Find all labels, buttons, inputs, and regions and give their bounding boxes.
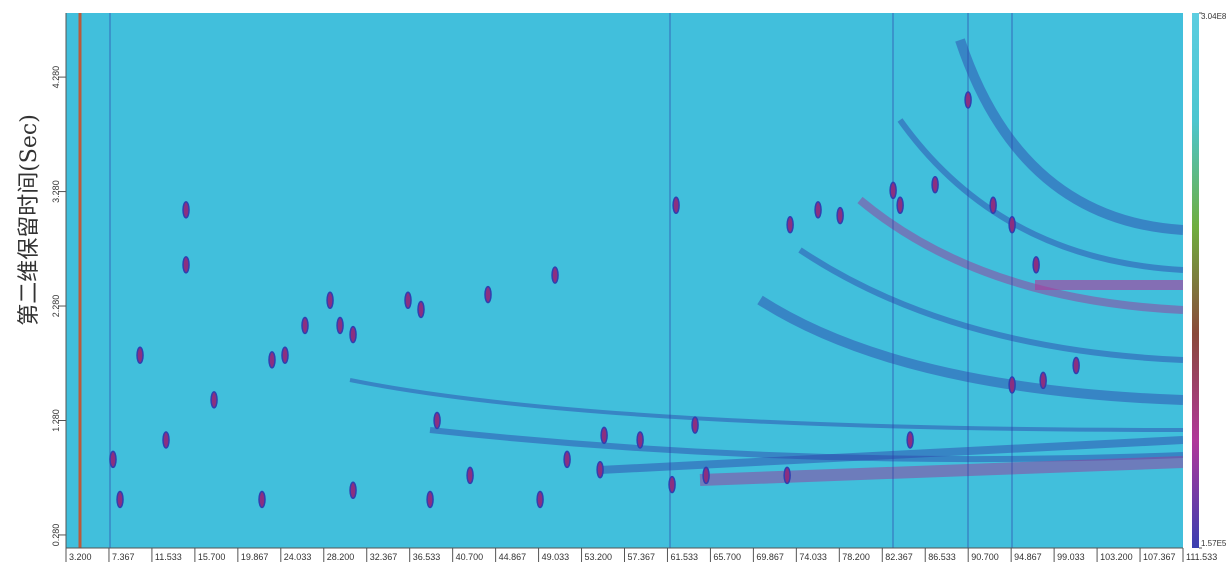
colorbar-label: 3.04E8 [1201,12,1227,21]
peak [466,466,474,485]
peak [336,316,344,335]
peak [182,201,190,219]
peak [1039,371,1047,390]
peak [109,450,117,469]
plot-background [66,13,1183,548]
x-tick-label: 32.367 [370,552,398,562]
peak [349,481,357,500]
colorbar [1192,13,1199,548]
peak [268,351,276,369]
peak [484,285,492,304]
peak [116,490,124,509]
x-tick-label: 49.033 [542,552,570,562]
x-tick-label: 40.700 [456,552,484,562]
x-tick-label: 28.200 [327,552,355,562]
peak [1032,256,1040,274]
x-tick-label: 65.700 [713,552,741,562]
peak [596,460,604,479]
peak [258,490,266,509]
colorbar-label: 1.57E5 [1201,539,1227,548]
x-tick-label: 69.867 [756,552,784,562]
peak [906,431,914,449]
x-tick-label: 82.367 [885,552,913,562]
x-tick-label: 3.200 [69,552,92,562]
peak [989,196,997,215]
x-tick-label: 57.367 [628,552,656,562]
peak [301,316,309,335]
peak [136,346,144,364]
x-tick-label: 15.700 [198,552,226,562]
y-tick-label: 3.280 [51,180,61,203]
peak [426,490,434,509]
peak [889,181,897,200]
peak [702,466,710,485]
x-tick-label: 111.533 [1186,552,1217,562]
bands [78,13,1183,548]
x-tick-label: 44.867 [499,552,527,562]
peak [672,196,680,215]
x-tick-label: 53.200 [585,552,613,562]
peak [896,196,904,215]
peak [182,256,190,274]
peak [417,300,425,319]
x-tick-label: 7.367 [112,552,135,562]
peak [931,175,939,194]
peaks [109,91,1080,509]
peak [783,466,791,485]
x-tick-label: 103.200 [1100,552,1133,562]
peak [326,291,334,310]
x-tick-label: 61.533 [670,552,698,562]
peak [691,416,699,434]
peak [281,346,289,364]
x-tick-label: 90.700 [971,552,999,562]
y-tick-label: 4.280 [51,66,61,89]
peak [1008,376,1016,394]
x-tick-label: 11.533 [155,552,182,562]
peak [600,426,608,445]
x-tick-label: 99.033 [1057,552,1085,562]
peak [814,201,822,219]
y-tick-label: 1.280 [51,409,61,432]
peak [551,266,559,284]
x-tick-label: 107.367 [1143,552,1176,562]
y-axis-label: 第二维保留时间(Sec) [17,114,42,326]
peak [404,291,412,310]
x-tick-label: 86.533 [928,552,956,562]
peak [836,206,844,225]
peak [668,475,676,494]
x-tick-label: 78.200 [842,552,870,562]
peak [162,431,170,449]
peak [786,216,794,234]
peak [964,91,972,109]
peak [433,411,441,430]
peak [1008,216,1016,234]
peak [636,431,644,449]
peak [1072,356,1080,375]
peak [563,450,571,469]
y-tick-label: 2.280 [51,295,61,318]
x-tick-label: 36.533 [413,552,441,562]
x-tick-label: 19.867 [241,552,269,562]
peak [536,490,544,509]
x-tick-label: 74.033 [799,552,827,562]
peak [210,391,218,409]
peak [349,325,357,344]
x-tick-label: 94.867 [1014,552,1042,562]
x-tick-label: 24.033 [284,552,312,562]
y-tick-label: 0.280 [51,524,61,547]
